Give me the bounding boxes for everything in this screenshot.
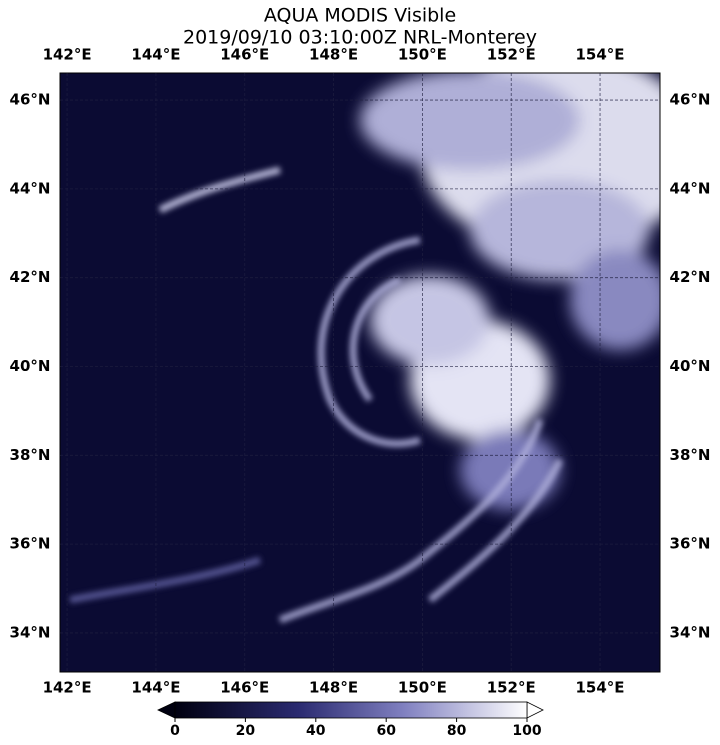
lat-label-right: 38°N — [670, 446, 711, 464]
lon-label-bottom: 152°E — [487, 679, 536, 697]
colorbar-tick-label: 80 — [447, 723, 467, 739]
lat-label-left: 42°N — [10, 268, 51, 286]
lat-label-right: 40°N — [670, 357, 711, 375]
lon-label-top: 152°E — [487, 46, 536, 64]
lat-label-right: 46°N — [670, 91, 711, 109]
lon-label-bottom: 144°E — [131, 679, 180, 697]
lat-label-right: 42°N — [670, 268, 711, 286]
lon-label-top: 148°E — [309, 46, 358, 64]
lat-label-right: 36°N — [670, 535, 711, 553]
title: AQUA MODIS Visible — [264, 5, 456, 27]
lon-label-top: 142°E — [43, 46, 92, 64]
imagery — [60, 73, 660, 672]
colorbar-min-arrow — [157, 701, 176, 719]
lat-label-left: 44°N — [10, 179, 51, 197]
lat-label-left: 38°N — [10, 446, 51, 464]
colorbar-tick-label: 20 — [236, 723, 256, 739]
colorbar-tick-label: 40 — [306, 723, 326, 739]
lon-label-top: 144°E — [131, 46, 180, 64]
lat-label-right: 44°N — [670, 179, 711, 197]
lat-label-left: 34°N — [10, 623, 51, 641]
graticule — [60, 73, 660, 672]
lon-label-bottom: 154°E — [576, 679, 625, 697]
lat-label-left: 36°N — [10, 535, 51, 553]
lon-label-bottom: 142°E — [43, 679, 92, 697]
lon-label-top: 146°E — [220, 46, 269, 64]
colorbar-tick-label: 0 — [170, 723, 180, 739]
lon-label-bottom: 150°E — [398, 679, 447, 697]
colorbar-tick-label: 60 — [376, 723, 396, 739]
lat-label-left: 46°N — [10, 91, 51, 109]
lon-label-top: 154°E — [576, 46, 625, 64]
subtitle: 2019/09/10 03:10:00Z NRL-Monterey — [183, 27, 537, 49]
map-frame — [59, 72, 661, 673]
colorbar-tick-label: 100 — [512, 723, 541, 739]
colorbar-max-arrow — [526, 701, 544, 719]
lat-label-left: 40°N — [10, 357, 51, 375]
lon-label-top: 150°E — [398, 46, 447, 64]
lon-label-bottom: 148°E — [309, 679, 358, 697]
colorbar — [174, 701, 528, 719]
lat-label-right: 34°N — [670, 623, 711, 641]
lon-label-bottom: 146°E — [220, 679, 269, 697]
